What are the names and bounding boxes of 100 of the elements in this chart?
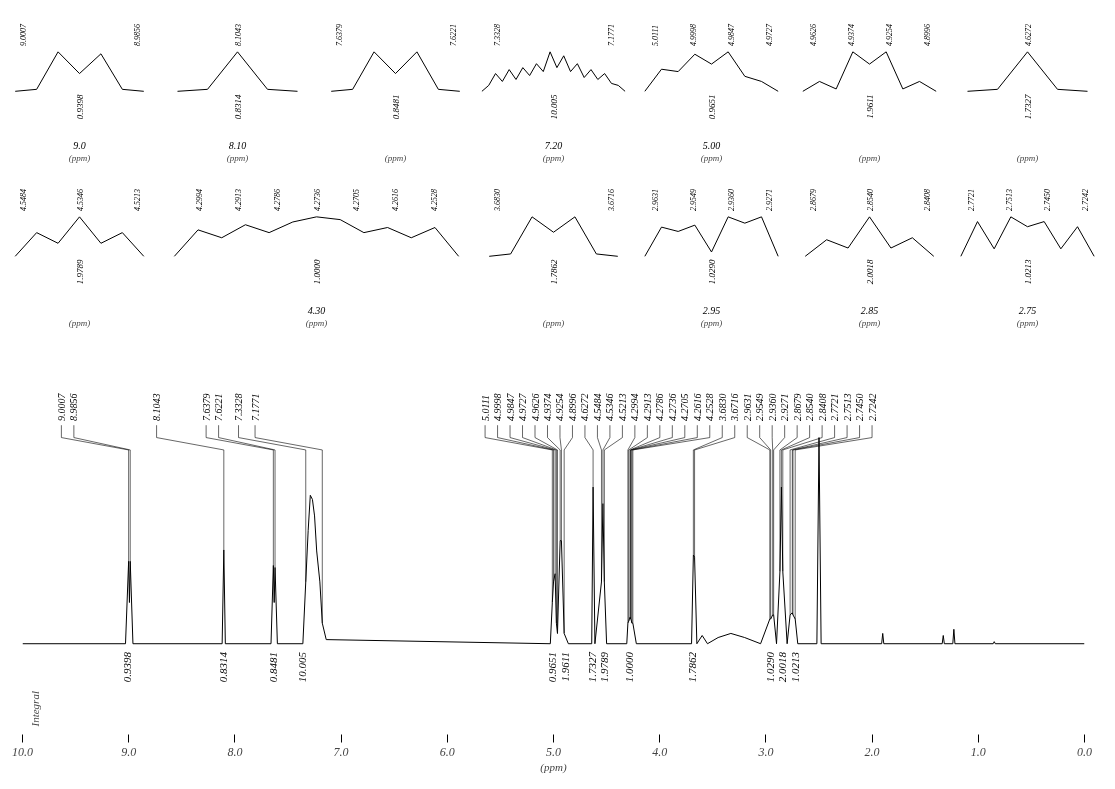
x-tick-label: 0.0 bbox=[1077, 744, 1092, 759]
annotation: 8.9856 bbox=[68, 393, 80, 422]
x-axis-title: (ppm) bbox=[858, 152, 881, 163]
annotation: 4.9727 bbox=[517, 392, 529, 422]
text: 2.75 bbox=[1018, 304, 1037, 316]
annotation: 1.7327 bbox=[585, 651, 598, 683]
annotation: 3.6716 bbox=[729, 393, 741, 423]
text: 1.0213 bbox=[1022, 258, 1033, 285]
text: 0.9398 bbox=[74, 93, 85, 120]
x-axis-title: (ppm) bbox=[700, 317, 723, 328]
text: 7.20 bbox=[544, 139, 563, 151]
text: 9.0007 bbox=[18, 22, 28, 46]
annotation: 3.6830 bbox=[716, 393, 728, 423]
annotation: 4.9254 bbox=[554, 393, 566, 422]
text: 4.2994 bbox=[195, 188, 205, 211]
text: 0.9651 bbox=[706, 94, 717, 120]
text: 8.1043 bbox=[233, 23, 243, 46]
text: 4.2913 bbox=[234, 188, 244, 211]
text: 7.6221 bbox=[448, 23, 458, 46]
x-axis-title: (ppm) bbox=[305, 317, 328, 328]
annotation: 1.0290 bbox=[763, 651, 776, 683]
annotation: 7.6221 bbox=[213, 393, 225, 422]
annotation: 9.0007 bbox=[55, 392, 67, 422]
text: 2.7721 bbox=[966, 188, 976, 211]
annotation: 2.0018 bbox=[776, 651, 789, 683]
x-tick-label: 3.0 bbox=[757, 744, 774, 759]
text: Integral bbox=[28, 691, 41, 728]
annotation: 1.7862 bbox=[686, 651, 699, 683]
annotation: 2.9271 bbox=[779, 393, 791, 422]
annotation: 5.0111 bbox=[479, 395, 491, 422]
text: 4.9727 bbox=[764, 22, 774, 46]
text: 8.10 bbox=[228, 139, 247, 151]
text: 4.9626 bbox=[808, 23, 818, 46]
annotation: 2.7450 bbox=[854, 393, 866, 422]
text: 1.0000 bbox=[311, 258, 322, 285]
x-tick-label: 4.0 bbox=[652, 744, 668, 759]
text: 2.7242 bbox=[1080, 188, 1090, 211]
text: 4.2736 bbox=[312, 188, 322, 211]
annotation: 4.5346 bbox=[604, 393, 616, 422]
annotation: 2.9360 bbox=[766, 393, 778, 422]
text: 0.8481 bbox=[390, 94, 401, 120]
text: 4.8996 bbox=[922, 23, 932, 46]
text: 3.6716 bbox=[606, 188, 616, 212]
annotation: 8.1043 bbox=[151, 393, 163, 422]
annotation: 7.6379 bbox=[200, 393, 212, 422]
annotation: 7.1771 bbox=[249, 393, 261, 422]
annotation: 4.2705 bbox=[679, 393, 691, 422]
text: 4.5346 bbox=[75, 188, 85, 211]
text: 4.5213 bbox=[132, 188, 142, 211]
x-axis-title: (ppm) bbox=[858, 317, 881, 328]
annotation: 1.9611 bbox=[558, 651, 571, 682]
text: 1.7862 bbox=[548, 258, 559, 285]
text: 3.6830 bbox=[492, 188, 502, 212]
text: 2.0018 bbox=[864, 258, 875, 285]
text: 7.1771 bbox=[606, 23, 616, 46]
annotation: 4.9847 bbox=[504, 392, 516, 422]
text: 2.95 bbox=[702, 304, 721, 316]
text: 2.9360 bbox=[726, 188, 736, 211]
annotation: 1.0213 bbox=[788, 651, 801, 683]
x-tick-label: 2.0 bbox=[864, 744, 880, 759]
annotation: 4.5213 bbox=[616, 393, 628, 422]
text: 4.2616 bbox=[390, 188, 400, 211]
x-axis-title: (ppm) bbox=[542, 317, 565, 328]
annotation: 4.2736 bbox=[666, 393, 678, 422]
x-tick-label: 1.0 bbox=[970, 744, 986, 759]
annotation: 2.9631 bbox=[741, 393, 753, 422]
annotation: 2.7513 bbox=[841, 393, 853, 422]
x-axis-title: (ppm) bbox=[384, 152, 407, 163]
text: 4.9254 bbox=[884, 23, 894, 46]
annotation: 4.2616 bbox=[691, 393, 703, 422]
text: 1.7327 bbox=[1022, 93, 1033, 120]
annotation: 4.2528 bbox=[704, 393, 716, 422]
text: 8.9856 bbox=[132, 23, 142, 46]
x-axis-title: (ppm) bbox=[542, 152, 565, 163]
text: 2.8679 bbox=[808, 188, 818, 211]
annotation: 1.9789 bbox=[598, 651, 611, 683]
x-axis-title: (ppm) bbox=[1016, 152, 1039, 163]
text: 4.6272 bbox=[1023, 23, 1033, 46]
x-axis-title: (ppm) bbox=[700, 152, 723, 163]
x-axis-title: (ppm) bbox=[1016, 317, 1039, 328]
annotation: 4.8996 bbox=[566, 393, 578, 422]
x-axis-title: (ppm) bbox=[68, 152, 91, 163]
text: 4.2705 bbox=[351, 188, 361, 211]
annotation: 4.2994 bbox=[629, 393, 641, 422]
annotation: 4.5484 bbox=[591, 393, 603, 422]
text: 5.0111 bbox=[650, 25, 660, 46]
x-tick-label: 5.0 bbox=[546, 744, 561, 759]
annotation: 10.005 bbox=[295, 651, 308, 683]
text: 4.9847 bbox=[726, 22, 736, 46]
text: 10.005 bbox=[548, 93, 559, 120]
annotation: 4.9998 bbox=[492, 393, 504, 422]
text: 7.3328 bbox=[492, 23, 502, 46]
text: 1.0290 bbox=[706, 258, 717, 285]
text: 1.9789 bbox=[74, 258, 85, 285]
x-tick-label: 9.0 bbox=[121, 744, 137, 759]
text: 9.0 bbox=[73, 139, 86, 151]
text: 4.5484 bbox=[18, 188, 28, 211]
annotation: 2.8540 bbox=[804, 393, 816, 422]
text: 1.9611 bbox=[864, 94, 875, 119]
text: 7.6379 bbox=[334, 23, 344, 46]
